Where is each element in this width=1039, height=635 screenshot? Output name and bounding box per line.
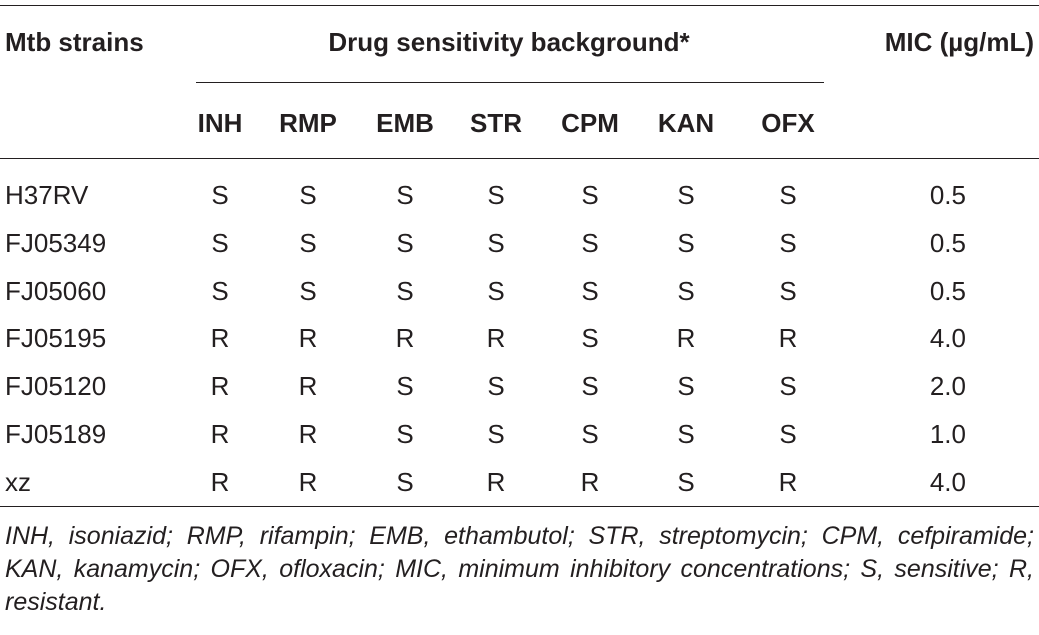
- sensitivity-cell: S: [779, 371, 797, 401]
- sensitivity-cell: R: [778, 323, 798, 353]
- sensitivity-cell: R: [778, 467, 798, 497]
- sensitivity-cell: R: [210, 419, 230, 449]
- drug-header-inh: INH: [197, 108, 243, 138]
- table-footnote: INH, isoniazid; RMP, rifampin; EMB, etha…: [5, 522, 1034, 616]
- strain-cell: FJ05120: [5, 371, 107, 401]
- drug-header-kan: KAN: [657, 108, 715, 138]
- sensitivity-cell: S: [396, 276, 414, 306]
- sensitivity-cell: S: [396, 467, 414, 497]
- sensitivity-cell: S: [581, 180, 599, 210]
- strain-cell: xz: [5, 467, 31, 497]
- sensitivity-cell: S: [487, 228, 505, 258]
- mic-column-header: MIC (µg/mL): [884, 27, 1034, 57]
- sensitivity-cell: S: [211, 228, 229, 258]
- sensitivity-cell: S: [677, 180, 695, 210]
- sensitivity-cell: R: [298, 419, 318, 449]
- sensitivity-cell: R: [298, 467, 318, 497]
- sensitivity-cell: S: [487, 371, 505, 401]
- sensitivity-cell: R: [486, 323, 506, 353]
- strain-cell: FJ05060: [5, 276, 107, 306]
- sensitivity-cell: R: [210, 467, 230, 497]
- mic-cell: 1.0: [929, 419, 966, 449]
- drug-header-rmp: RMP: [279, 108, 337, 138]
- sensitivity-cell: S: [487, 276, 505, 306]
- sensitivity-cell: R: [298, 371, 318, 401]
- drug-header-ofx: OFX: [761, 108, 815, 138]
- sensitivity-cell: S: [779, 419, 797, 449]
- sensitivity-cell: S: [211, 180, 229, 210]
- sensitivity-cell: S: [677, 419, 695, 449]
- header-bottom-rule: [0, 158, 1039, 159]
- table-bottom-rule: [0, 506, 1039, 507]
- sensitivity-cell: S: [299, 180, 317, 210]
- sensitivity-cell: R: [580, 467, 600, 497]
- sensitivity-cell: S: [581, 276, 599, 306]
- drug-header-cpm: CPM: [561, 108, 619, 138]
- sensitivity-cell: S: [487, 180, 505, 210]
- mic-cell: 0.5: [929, 228, 966, 258]
- sensitivity-cell: R: [486, 467, 506, 497]
- drug-header-emb: EMB: [376, 108, 434, 138]
- sensitivity-cell: S: [677, 228, 695, 258]
- sensitivity-cell: S: [487, 419, 505, 449]
- sensitivity-cell: R: [395, 323, 415, 353]
- sensitivity-cell: S: [396, 419, 414, 449]
- strain-cell: FJ05349: [5, 228, 107, 258]
- mic-cell: 0.5: [929, 180, 966, 210]
- sensitivity-cell: S: [396, 228, 414, 258]
- sensitivity-cell: R: [676, 323, 696, 353]
- sensitivity-cell: S: [677, 467, 695, 497]
- sensitivity-cell: S: [677, 276, 695, 306]
- sensitivity-cell: S: [581, 371, 599, 401]
- strain-cell: H37RV: [5, 180, 89, 210]
- mic-cell: 0.5: [929, 276, 966, 306]
- drug-sensitivity-group-header: Drug sensitivity background*: [328, 27, 690, 57]
- group-header-rule: [196, 82, 824, 83]
- sensitivity-cell: S: [581, 419, 599, 449]
- sensitivity-cell: S: [299, 228, 317, 258]
- sensitivity-cell: S: [779, 228, 797, 258]
- sensitivity-cell: R: [298, 323, 318, 353]
- sensitivity-cell: S: [779, 180, 797, 210]
- mic-cell: 4.0: [929, 467, 966, 497]
- sensitivity-cell: S: [396, 180, 414, 210]
- sensitivity-cell: R: [210, 371, 230, 401]
- drug-header-str: STR: [470, 108, 522, 138]
- sensitivity-cell: S: [779, 276, 797, 306]
- strains-column-header: Mtb strains: [5, 27, 144, 57]
- sensitivity-cell: S: [299, 276, 317, 306]
- strain-cell: FJ05195: [5, 323, 107, 353]
- mic-cell: 4.0: [929, 323, 966, 353]
- table-top-rule: [0, 5, 1039, 6]
- strain-cell: FJ05189: [5, 419, 107, 449]
- sensitivity-cell: R: [210, 323, 230, 353]
- sensitivity-cell: S: [396, 371, 414, 401]
- sensitivity-cell: S: [581, 323, 599, 353]
- mic-cell: 2.0: [929, 371, 966, 401]
- sensitivity-cell: S: [211, 276, 229, 306]
- sensitivity-cell: S: [581, 228, 599, 258]
- sensitivity-cell: S: [677, 371, 695, 401]
